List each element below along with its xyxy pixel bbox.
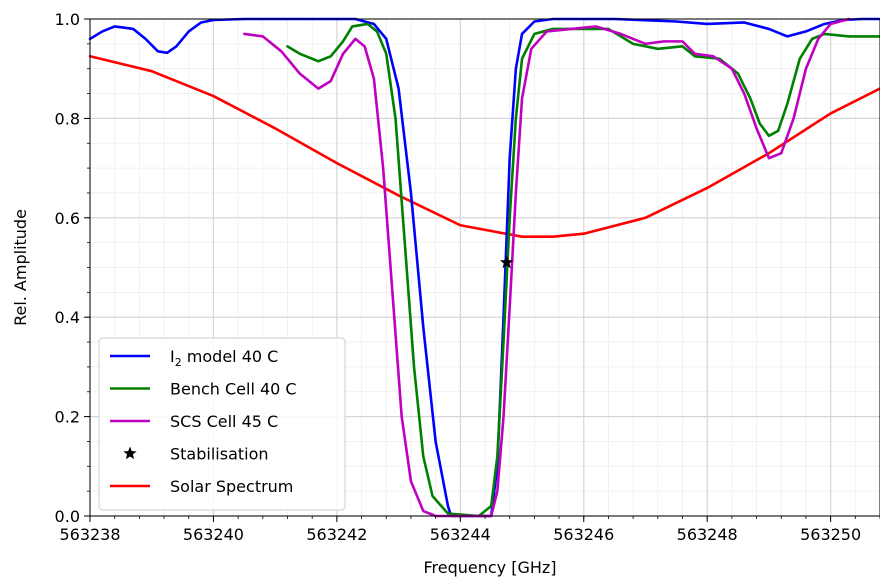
series-line-scs-cell-45-c [243, 17, 851, 518]
y-tick-label: 0.8 [55, 109, 80, 128]
x-tick-label: 563242 [306, 525, 367, 544]
legend-label-solar-spectrum: Solar Spectrum [170, 477, 293, 496]
legend-swatch-stabilisation [123, 446, 137, 460]
series-line-solar-spectrum [88, 54, 880, 238]
series-line-bench-cell-40-c [286, 22, 880, 518]
y-tick-label: 0.0 [55, 507, 80, 526]
x-tick-label: 563238 [59, 525, 120, 544]
legend-box [98, 337, 346, 511]
y-tick-label: 0.4 [55, 308, 80, 327]
series-marker-stabilisation [499, 255, 514, 269]
legend-label-stabilisation: Stabilisation [170, 445, 269, 464]
x-tick-label: 563250 [800, 525, 861, 544]
y-tick-label: 1.0 [55, 10, 80, 29]
axis-ticks: 563238 563240 563242 563244 563246 563248 5632… [55, 10, 880, 544]
series-line-i2-model-40-c [88, 17, 880, 518]
x-axis-label: Frequency [GHz] [423, 558, 556, 577]
x-tick-label: 563248 [677, 525, 738, 544]
x-tick-label: 563244 [430, 525, 491, 544]
legend-label-i2-model-40-c: I2 model 40 C [170, 347, 278, 369]
legend: I2 model 40 C Bench Cell 40 C SCS Cell 45 … [98, 337, 346, 511]
x-tick-label: 563240 [183, 525, 244, 544]
y-tick-label: 0.2 [55, 408, 80, 427]
x-tick-label: 563246 [553, 525, 614, 544]
series-layer [88, 17, 880, 518]
y-axis-label: Rel. Amplitude [11, 209, 30, 326]
legend-label-bench-cell-40-c: Bench Cell 40 C [170, 380, 297, 399]
legend-label-scs-cell-45-c: SCS Cell 45 C [170, 412, 278, 431]
y-tick-label: 0.6 [55, 209, 80, 228]
